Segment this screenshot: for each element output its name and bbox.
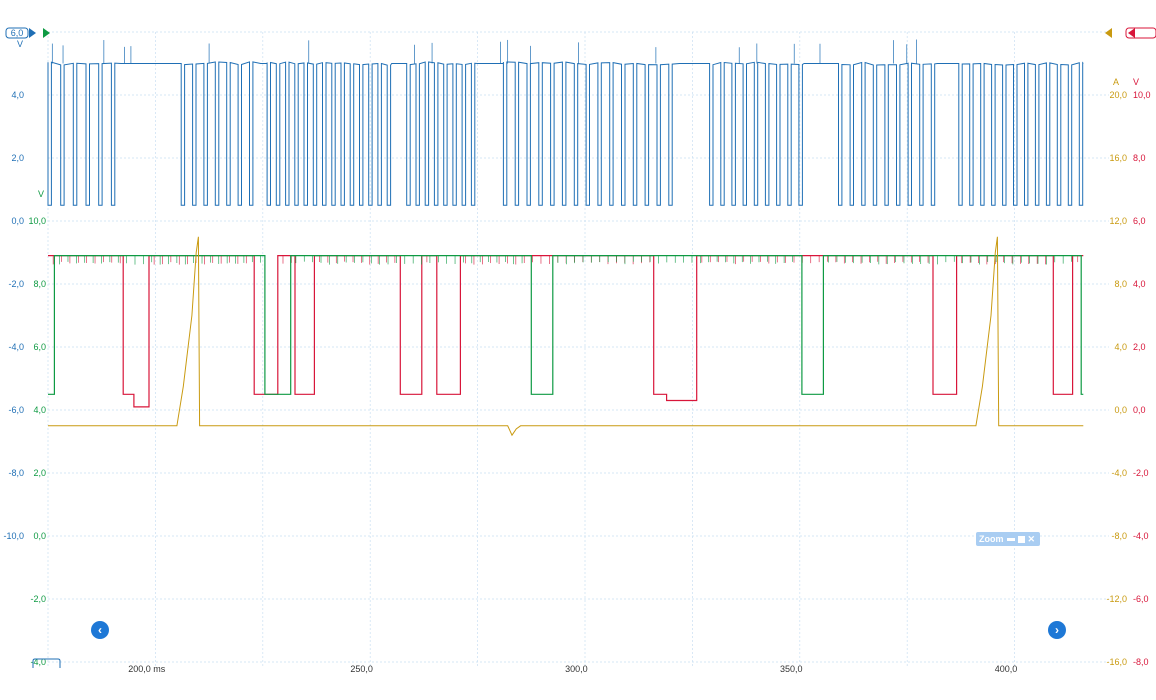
blue-top-label: 6,0: [11, 28, 24, 38]
time-tick-label: 300,0: [565, 664, 588, 674]
blue-axis-unit: V: [17, 39, 23, 49]
red-tick-label: -4,0: [1133, 531, 1149, 541]
green-tick-label: -2,0: [30, 594, 46, 604]
blue-tick-label: -10,0: [3, 531, 24, 541]
red-tick-label: 8,0: [1133, 153, 1146, 163]
chevron-left-icon: ‹: [98, 623, 102, 637]
red-tick-label: 10,0: [1133, 90, 1151, 100]
trace-blue: [47, 39, 1084, 206]
green-marker-arrow[interactable]: [43, 28, 50, 38]
zoom-control[interactable]: Zoom ✕: [976, 532, 1040, 546]
yellow-tick-label: 0,0: [1114, 405, 1127, 415]
zoom-label: Zoom: [979, 534, 1004, 544]
yellow-tick-label: 8,0: [1114, 279, 1127, 289]
green-tick-label: 6,0: [33, 342, 46, 352]
blue-tick-label: 2,0: [11, 153, 24, 163]
close-icon[interactable]: ✕: [1027, 533, 1036, 544]
trace-yellow: [48, 236, 1084, 437]
blue-tick-label: -4,0: [8, 342, 24, 352]
yellow-tick-label: 20,0: [1109, 90, 1127, 100]
time-tick-label: 250,0: [350, 664, 373, 674]
yellow-tick-label: -12,0: [1106, 594, 1127, 604]
yellow-tick-label: -16,0: [1106, 657, 1127, 667]
waveform-traces: [47, 39, 1084, 437]
yellow-tick-label: 12,0: [1109, 216, 1127, 226]
scroll-left-button[interactable]: ‹: [91, 621, 109, 639]
trace-line-green: [48, 255, 1084, 395]
blue-tick-label: -6,0: [8, 405, 24, 415]
blue-tick-label: -8,0: [8, 468, 24, 478]
red-tick-label: -8,0: [1133, 657, 1149, 667]
trace-red: [48, 255, 1084, 408]
red-tick-label: 4,0: [1133, 279, 1146, 289]
red-axis-unit: V: [1133, 77, 1139, 87]
green-tick-label: 4,0: [33, 405, 46, 415]
green-tick-label: 2,0: [33, 468, 46, 478]
grid-lines: [47, 31, 1109, 668]
blue-tick-label: 0,0: [11, 216, 24, 226]
yellow-marker-arrow[interactable]: [1105, 28, 1112, 38]
yellow-axis-unit: A: [1113, 77, 1119, 87]
trace-line-blue: [47, 61, 1084, 206]
yellow-tick-label: -8,0: [1111, 531, 1127, 541]
time-axis-labels: 200,0 ms 250,0 300,0 350,0 400,0: [128, 664, 1017, 674]
trace-green: [48, 255, 1084, 395]
red-tick-label: 0,0: [1133, 405, 1146, 415]
scroll-right-button[interactable]: ›: [1048, 621, 1066, 639]
zoom-box-icon[interactable]: [1017, 535, 1025, 543]
chevron-right-icon: ›: [1055, 623, 1059, 637]
yellow-tick-label: -4,0: [1111, 468, 1127, 478]
green-tick-label: 8,0: [33, 279, 46, 289]
yellow-tick-label: 16,0: [1109, 153, 1127, 163]
green-axis-unit: V: [38, 189, 44, 199]
red-tick-label: -2,0: [1133, 468, 1149, 478]
right-axis-labels: A 20,0 16,0 12,0 8,0 4,0 0,0 -4,0 -8,0 -12,0 -16,0…: [1106, 77, 1150, 667]
red-marker-arrow: [1128, 28, 1135, 38]
blue-tick-label: -2,0: [8, 279, 24, 289]
red-tick-label: -6,0: [1133, 594, 1149, 604]
green-tick-label: 10,0: [28, 216, 46, 226]
blue-channel-range-marker[interactable]: 6,0: [5, 27, 36, 39]
time-tick-label: 400,0: [995, 664, 1018, 674]
red-tick-label: 6,0: [1133, 216, 1146, 226]
channel-markers: 6,0: [5, 27, 1156, 668]
blue-tick-label: 4,0: [11, 90, 24, 100]
bottom-left-tab[interactable]: [32, 658, 61, 668]
zoom-out-icon[interactable]: [1006, 537, 1015, 541]
yellow-tick-label: 4,0: [1114, 342, 1127, 352]
blue-marker-arrow: [29, 28, 36, 38]
time-tick-label: 200,0 ms: [128, 664, 166, 674]
left-axis-labels: V 4,0 2,0 0,0 -2,0 -4,0 -6,0 -8,0 -10,0 V 10,0 8,0 6…: [3, 39, 46, 667]
red-tick-label: 2,0: [1133, 342, 1146, 352]
time-tick-label: 350,0: [780, 664, 803, 674]
trace-line-red: [48, 255, 1084, 408]
green-tick-label: -4,0: [30, 657, 46, 667]
trace-line-yellow: [48, 236, 1084, 437]
green-tick-label: 0,0: [33, 531, 46, 541]
